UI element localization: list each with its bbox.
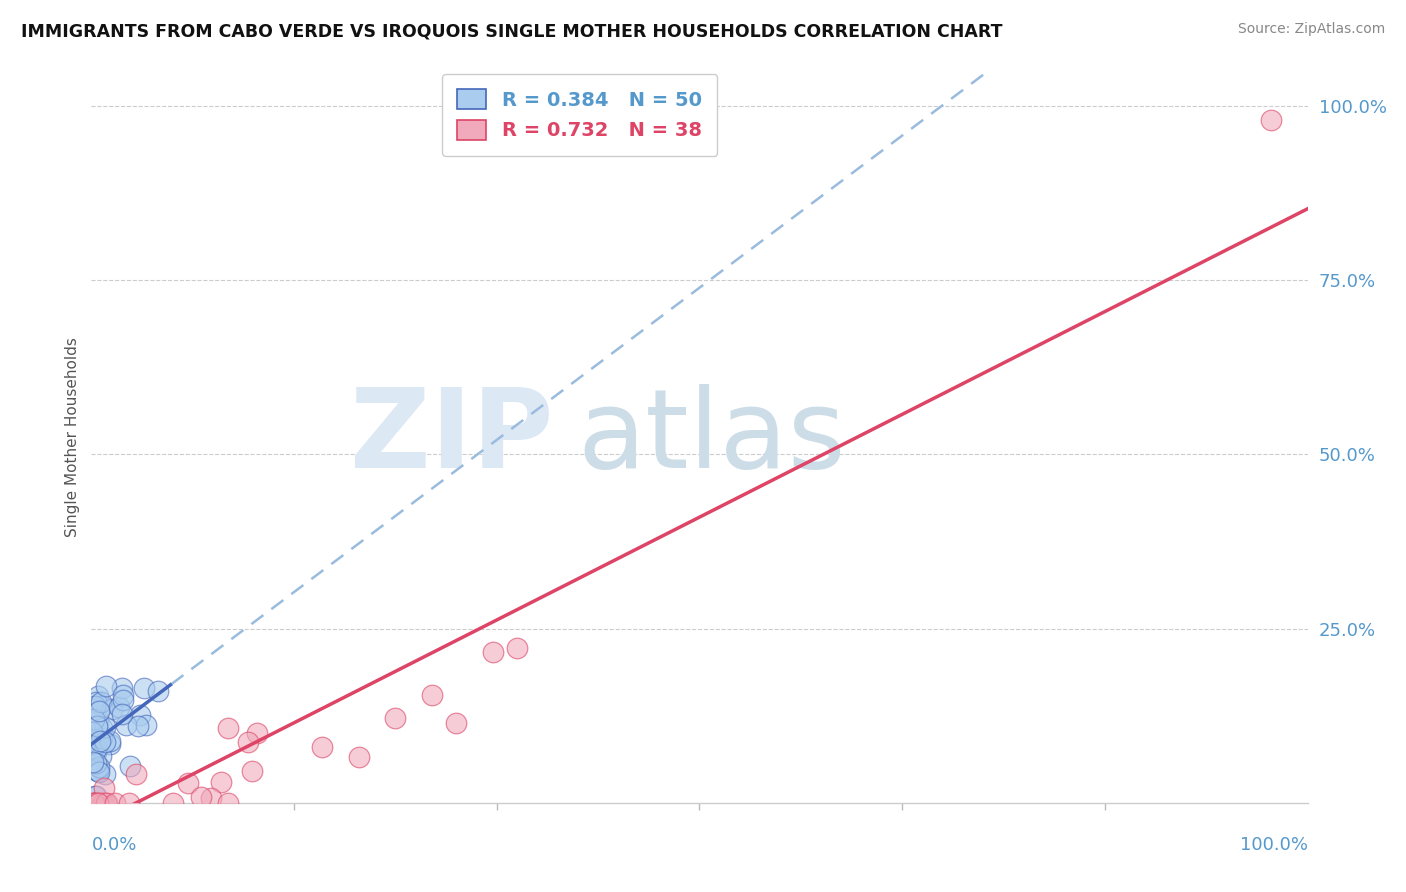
Point	[87, 714, 110, 728]
Point	[86, 689, 108, 703]
Point	[87, 764, 110, 779]
Point	[82, 740, 104, 755]
Point	[93, 796, 115, 810]
Point	[200, 790, 222, 805]
Text: ZIP: ZIP	[350, 384, 554, 491]
Point	[84, 695, 107, 709]
Point	[240, 764, 263, 779]
Point	[83, 712, 105, 726]
Point	[112, 693, 135, 707]
Point	[89, 760, 111, 774]
Point	[91, 796, 114, 810]
Point	[84, 796, 107, 810]
Point	[82, 755, 104, 769]
Point	[87, 796, 110, 810]
Point	[246, 726, 269, 740]
Point	[481, 645, 503, 659]
Point	[84, 789, 107, 803]
Point	[98, 734, 121, 748]
Point	[111, 681, 134, 695]
Point	[108, 700, 131, 714]
Point	[111, 688, 134, 702]
Point	[84, 796, 107, 810]
Point	[127, 719, 149, 733]
Point	[96, 796, 118, 810]
Point	[80, 724, 103, 739]
Legend: R = 0.384   N = 50, R = 0.732   N = 38: R = 0.384 N = 50, R = 0.732 N = 38	[441, 74, 717, 156]
Point	[146, 684, 169, 698]
Point	[91, 721, 114, 735]
Point	[84, 745, 107, 759]
Point	[89, 727, 111, 741]
Point	[84, 742, 107, 756]
Point	[347, 749, 370, 764]
Point	[86, 731, 108, 745]
Point	[104, 796, 127, 810]
Text: 0.0%: 0.0%	[91, 837, 136, 855]
Point	[217, 721, 239, 735]
Point	[82, 796, 104, 810]
Point	[111, 706, 134, 721]
Point	[384, 711, 406, 725]
Point	[90, 731, 112, 745]
Point	[80, 738, 103, 752]
Point	[444, 716, 467, 731]
Point	[86, 742, 108, 756]
Text: IMMIGRANTS FROM CABO VERDE VS IROQUOIS SINGLE MOTHER HOUSEHOLDS CORRELATION CHAR: IMMIGRANTS FROM CABO VERDE VS IROQUOIS S…	[21, 22, 1002, 40]
Point	[209, 774, 232, 789]
Point	[120, 758, 142, 772]
Point	[83, 789, 105, 803]
Point	[89, 733, 111, 747]
Point	[236, 735, 259, 749]
Text: Source: ZipAtlas.com: Source: ZipAtlas.com	[1237, 22, 1385, 37]
Point	[125, 767, 148, 781]
Point	[94, 766, 117, 780]
Point	[217, 796, 239, 810]
Point	[114, 718, 136, 732]
Point	[94, 720, 117, 734]
Point	[135, 718, 157, 732]
Point	[84, 763, 107, 777]
Point	[94, 796, 117, 810]
Point	[86, 719, 108, 733]
Point	[118, 796, 141, 810]
Point	[506, 641, 529, 656]
Point	[87, 796, 110, 810]
Point	[89, 704, 111, 718]
Point	[311, 740, 333, 755]
Point	[83, 699, 105, 714]
Point	[87, 796, 110, 810]
Point	[94, 679, 117, 693]
Point	[93, 781, 115, 796]
Point	[90, 748, 112, 763]
Y-axis label: Single Mother Households: Single Mother Households	[65, 337, 80, 537]
Point	[86, 796, 108, 810]
Point	[162, 796, 184, 810]
Text: 100.0%: 100.0%	[1240, 837, 1308, 855]
Point	[420, 689, 443, 703]
Point	[91, 796, 114, 810]
Point	[90, 699, 112, 714]
Point	[89, 796, 111, 810]
Point	[1260, 113, 1282, 128]
Point	[86, 756, 108, 770]
Point	[83, 796, 105, 810]
Point	[190, 789, 212, 804]
Point	[94, 735, 117, 749]
Point	[177, 775, 200, 789]
Point	[101, 702, 124, 716]
Point	[83, 732, 105, 747]
Point	[83, 796, 105, 810]
Point	[128, 708, 150, 723]
Point	[86, 718, 108, 732]
Point	[134, 681, 156, 695]
Text: atlas: atlas	[578, 384, 846, 491]
Point	[86, 796, 108, 810]
Point	[98, 737, 121, 751]
Point	[90, 695, 112, 709]
Point	[87, 764, 110, 779]
